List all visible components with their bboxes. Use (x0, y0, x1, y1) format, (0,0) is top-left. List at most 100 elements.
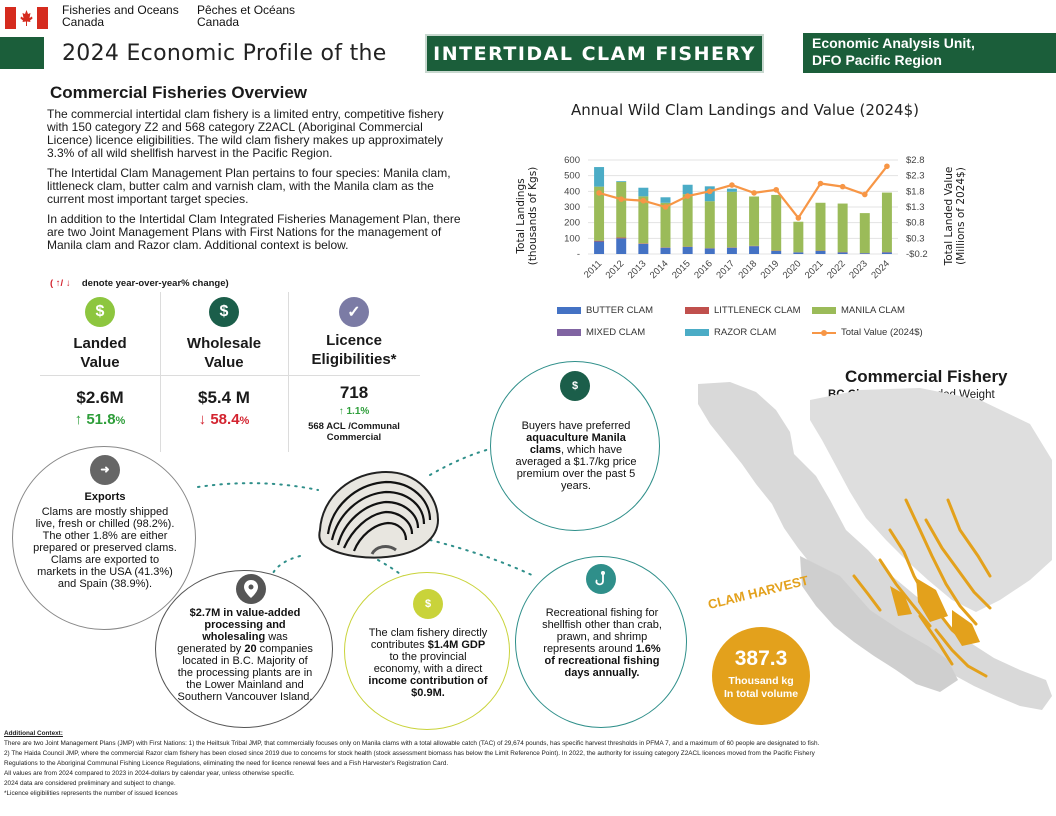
legend-swatch (557, 329, 581, 336)
kpi-change-value: 1.1 (346, 406, 361, 417)
legend-manila-clam: MANILA CLAM (812, 305, 905, 316)
chart-bar-segment (881, 252, 892, 254)
overview-text: The commercial intertidal clam fishery i… (47, 108, 467, 259)
kpi-landed-value: $ Landed Value $2.6M ↑ 51.8% (40, 297, 160, 428)
buyers-text-bold: aquaculture Manila clams (526, 432, 626, 456)
overview-para-2: The Intertidal Clam Management Plan pert… (47, 166, 451, 206)
kpi-value: $2.6M (76, 388, 124, 407)
chart-bar-segment (638, 243, 649, 254)
dept-en-line1: Fisheries and Oceans (62, 3, 179, 17)
kpi-change: ↓ 58.4% (160, 411, 288, 428)
recreational-circle: Recreational fishing for shellfish other… (515, 556, 687, 728)
y-tick-label: 500 (564, 171, 580, 182)
dept-name-en: Fisheries and Oceans Canada (62, 4, 179, 28)
legend-label: BUTTER CLAM (586, 305, 654, 316)
kpi-change-pct: % (360, 406, 370, 417)
y2-tick-label: -$0.2 (906, 249, 928, 260)
legend-littleneck-clam: LITTLENECK CLAM (685, 305, 801, 316)
legend-razor-clam: RAZOR CLAM (685, 327, 776, 338)
overview-para-3: In addition to the Intertidal Clam Integ… (47, 212, 461, 252)
footer-notes: Additional Context: There are two Joint … (4, 729, 1056, 799)
dollar-icon: $ (413, 589, 443, 619)
kpi-change-value: 51.8 (86, 411, 116, 428)
title-accent-bar (0, 37, 44, 69)
recreational-text-pre: Recreational fishing for shellfish other… (542, 607, 662, 655)
chart-bar-segment (616, 181, 627, 182)
kpi-label-line1: Wholesale (186, 335, 262, 352)
recreational-text-bold: 1.6% of recreational fishing days annual… (544, 643, 661, 679)
footer-line-4: All values are from 2024 compared to 202… (4, 770, 295, 777)
y2-tick-label: $0.3 (906, 233, 925, 244)
legend-butter-clam: BUTTER CLAM (557, 305, 653, 316)
total-value-point (751, 190, 757, 196)
chart-bar-segment (859, 253, 870, 254)
exports-text: Clams are mostly shipped live, fresh or … (33, 506, 177, 590)
legend-mixed-clam: MIXED CLAM (557, 327, 645, 338)
unit-line2: DFO Pacific Region (812, 52, 942, 68)
kpi-divider-1 (160, 292, 161, 452)
kpi-label-line1: Landed (73, 335, 127, 352)
total-value-point (817, 180, 824, 187)
location-pin-icon (236, 574, 266, 604)
kpi-label-line2: Eligibilities* (311, 351, 397, 368)
legend-label: RAZOR CLAM (714, 327, 777, 338)
exports-circle: ➜ Exports Clams are mostly shipped live,… (12, 446, 196, 630)
chart-bar-segment (726, 247, 737, 254)
y-tick-label: - (577, 249, 580, 260)
legend-label: Total Value (2024$) (841, 327, 923, 338)
chart-bar-segment (793, 252, 804, 254)
kpi-label-line1: Licence (326, 332, 382, 349)
chart-bar-segment (616, 181, 627, 238)
chart-bar-segment (881, 192, 892, 253)
total-value-point (884, 163, 890, 170)
chart-bar-segment (793, 221, 804, 253)
chart-bar-segment (660, 202, 671, 248)
page-title: 2024 Economic Profile of the (62, 41, 387, 66)
up-arrow-icon: ↑ (74, 411, 83, 428)
legend-label: MANILA CLAM (841, 305, 905, 316)
change-legend-arrows: ( ↑/ ↓ (50, 278, 71, 289)
chart-bar-segment (837, 203, 848, 253)
kpi-divider-horizontal (40, 375, 420, 376)
gdp-text-bold2: income contribution of $0.9M. (368, 675, 488, 699)
y2-tick-label: $2.3 (906, 171, 925, 182)
kpi-change: ↑ 1.1% (288, 406, 420, 417)
total-value-line (598, 165, 888, 220)
y2-tick-label: $0.8 (906, 218, 925, 229)
y2-tick-label: $2.8 (906, 155, 925, 166)
total-value-point (596, 190, 602, 196)
total-value-point (729, 182, 735, 188)
chart-bar-segment (682, 194, 693, 247)
kpi-label-line2: Value (80, 354, 120, 371)
kpi-value: 718 (339, 383, 369, 402)
value-added-text: $2.7M in value-added processing and whol… (176, 607, 314, 703)
total-value-point (706, 188, 713, 195)
legend-swatch (685, 307, 709, 314)
harvest-value: 387.3 (734, 647, 788, 670)
y-tick-label: 400 (564, 186, 580, 197)
kpi-change-pct: % (115, 415, 126, 427)
dept-name-fr: Pêches et Océans Canada (197, 4, 295, 28)
chart-bar-segment (616, 238, 627, 254)
kpi-value: $5.4 M (198, 388, 250, 407)
value-added-bold1: $2.7M in value-added processing and whol… (189, 607, 301, 643)
footer-line-1: There are two Joint Management Plans (JM… (4, 740, 820, 747)
chart-bar-segment (594, 240, 605, 242)
kpi-change-value: 58.4 (210, 411, 240, 428)
up-arrow-icon: ↑ (338, 406, 344, 417)
arrow-right-icon: ➜ (90, 455, 120, 485)
chart-bar-segment (682, 246, 693, 254)
footer-line-2: 2) The Haida Council JMP, where the comm… (4, 750, 815, 757)
kpi-wholesale-value: $ Wholesale Value $5.4 M ↓ 58.4% (160, 297, 288, 428)
kpi-note: 568 ACL /Communal Commercial (308, 421, 400, 443)
unit-banner: Economic Analysis Unit, DFO Pacific Regi… (803, 33, 1056, 73)
chart-bar-segment (704, 201, 715, 249)
gdp-text-pre: The clam fishery directly contributes (368, 627, 488, 651)
dollar-icon: $ (209, 297, 239, 327)
chart-bar-segment (815, 250, 826, 254)
total-value-point (773, 186, 780, 193)
fishing-hook-icon (586, 564, 616, 594)
dollar-icon: $ (560, 371, 590, 401)
legend-line-swatch (812, 329, 836, 336)
total-value-point (684, 193, 691, 199)
